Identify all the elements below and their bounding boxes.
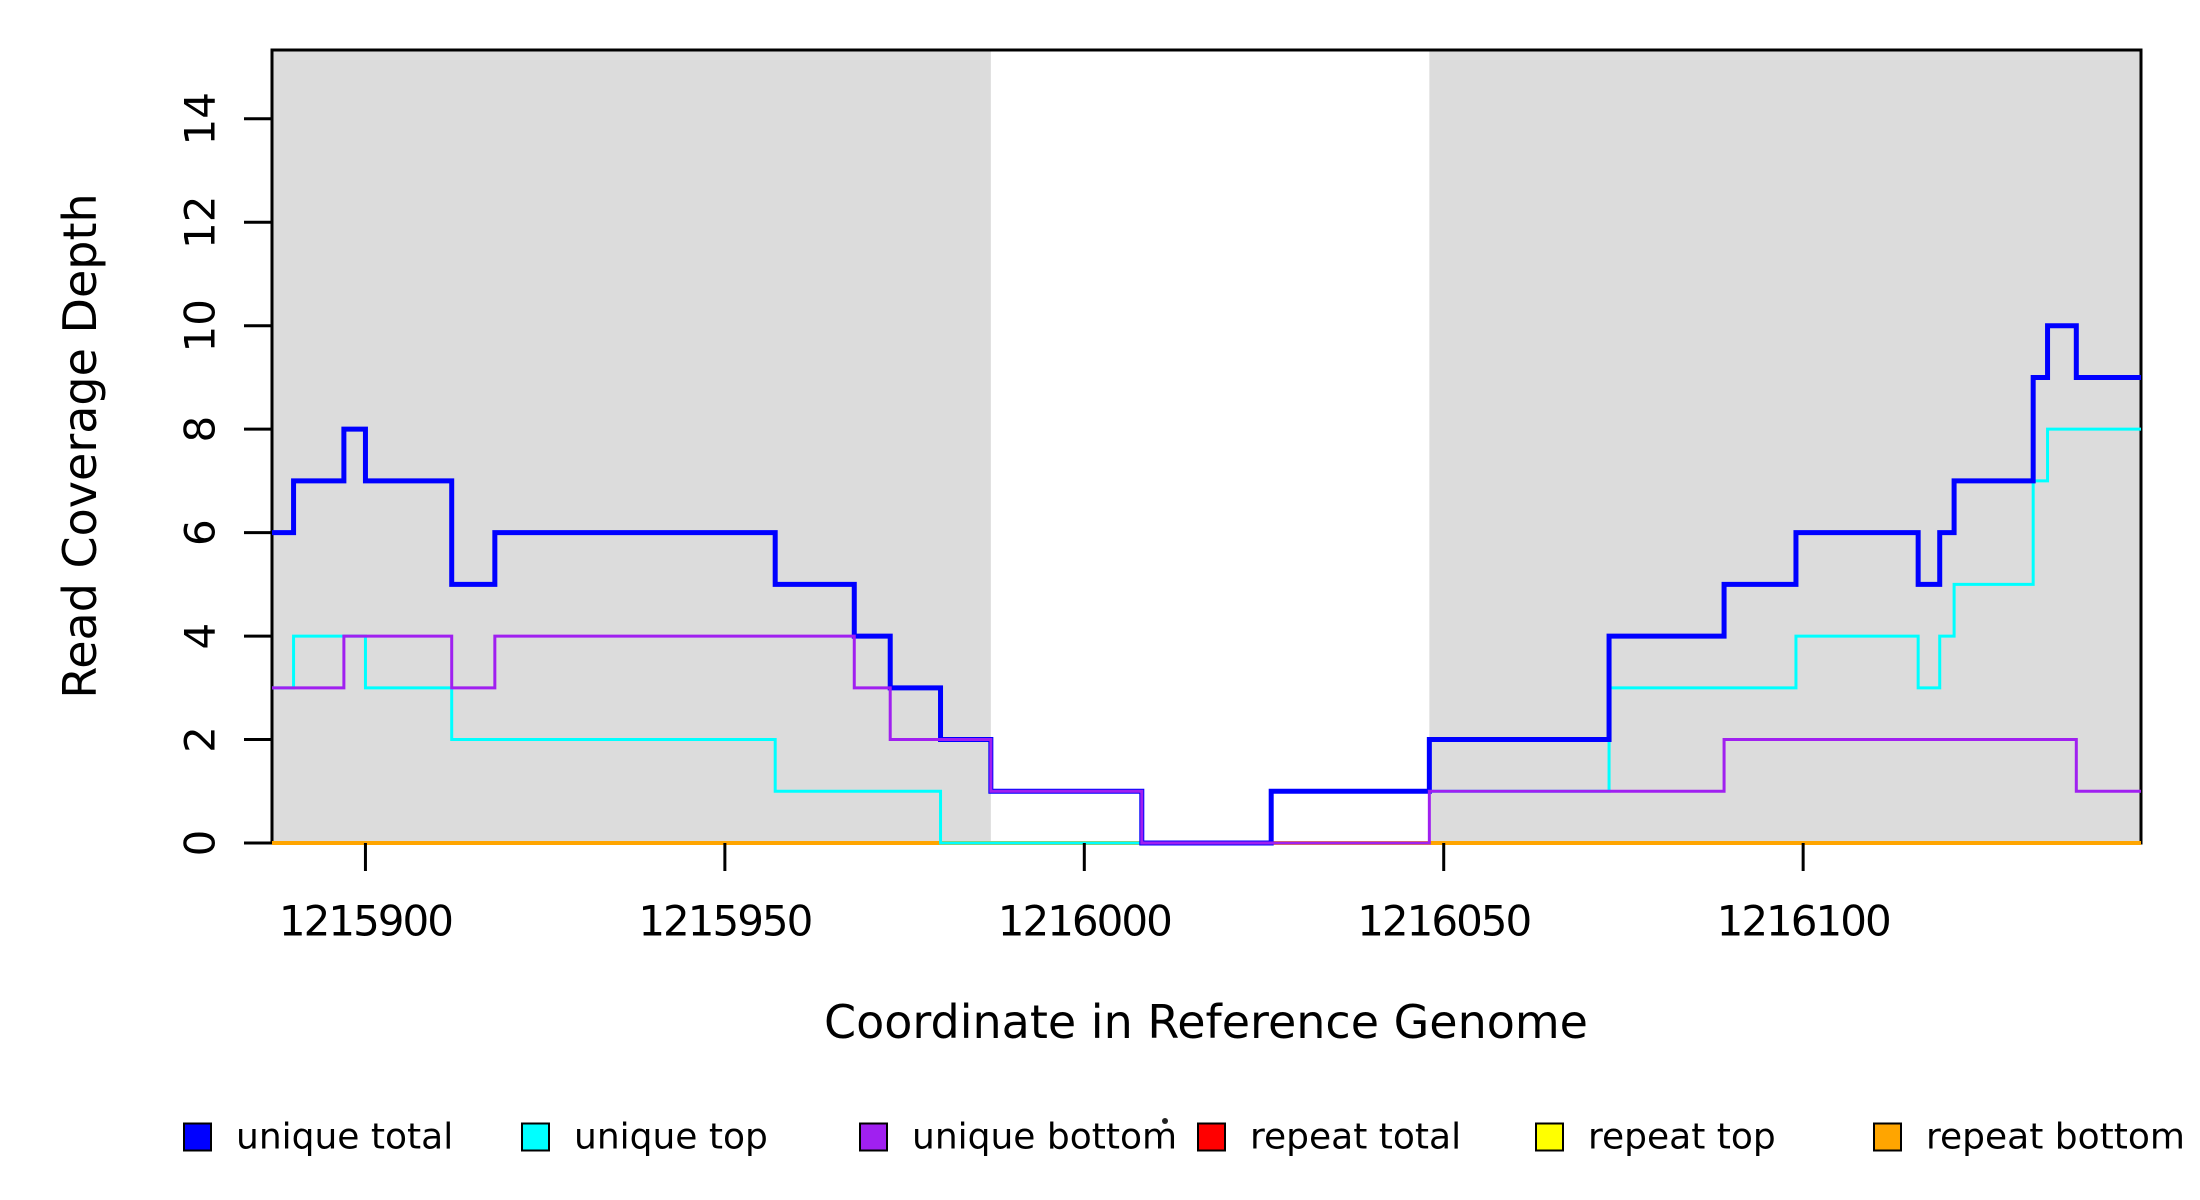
legend-swatch-repeat-bottom <box>1873 1122 1902 1152</box>
x-tick-label: 1216100 <box>1717 897 1890 946</box>
legend-label-unique-top: unique top <box>574 1117 768 1158</box>
y-tick-label: 0 <box>176 830 225 857</box>
y-tick-label: 6 <box>176 519 225 546</box>
shaded-region-1 <box>272 50 991 843</box>
y-tick-label: 10 <box>176 299 225 352</box>
legend-swatch-unique-total <box>183 1122 212 1152</box>
legend-swatch-unique-top <box>521 1122 550 1152</box>
legend-swatch-repeat-top <box>1535 1122 1564 1152</box>
legend-label-repeat-top: repeat top <box>1588 1117 1776 1158</box>
shaded-region-2 <box>1429 50 2141 843</box>
series-unique-bottom <box>272 634 2141 845</box>
y-tick-label: 4 <box>176 623 225 650</box>
y-tick-label: 2 <box>176 726 225 753</box>
legend-label-repeat-bottom: repeat bottom <box>1926 1117 2185 1158</box>
legend-label-unique-bottom: unique bottom <box>912 1117 1177 1158</box>
legend-swatch-unique-bottom <box>859 1122 888 1152</box>
x-tick-label: 1216000 <box>998 897 1171 946</box>
y-axis-title: Read Coverage Depth <box>53 193 107 698</box>
legend-swatch-repeat-total <box>1197 1122 1226 1152</box>
stray-dot <box>1162 1118 1168 1124</box>
y-tick-label: 12 <box>176 196 225 249</box>
legend-label-unique-total: unique total <box>236 1117 453 1158</box>
y-tick-label: 14 <box>176 92 225 145</box>
x-axis-title: Coordinate in Reference Genome <box>824 995 1588 1049</box>
y-tick-label: 8 <box>176 416 225 443</box>
x-tick-label: 1215900 <box>279 897 452 946</box>
legend-label-repeat-total: repeat total <box>1250 1117 1461 1158</box>
x-tick-label: 1216050 <box>1357 897 1530 946</box>
x-tick-label: 1215950 <box>638 897 811 946</box>
